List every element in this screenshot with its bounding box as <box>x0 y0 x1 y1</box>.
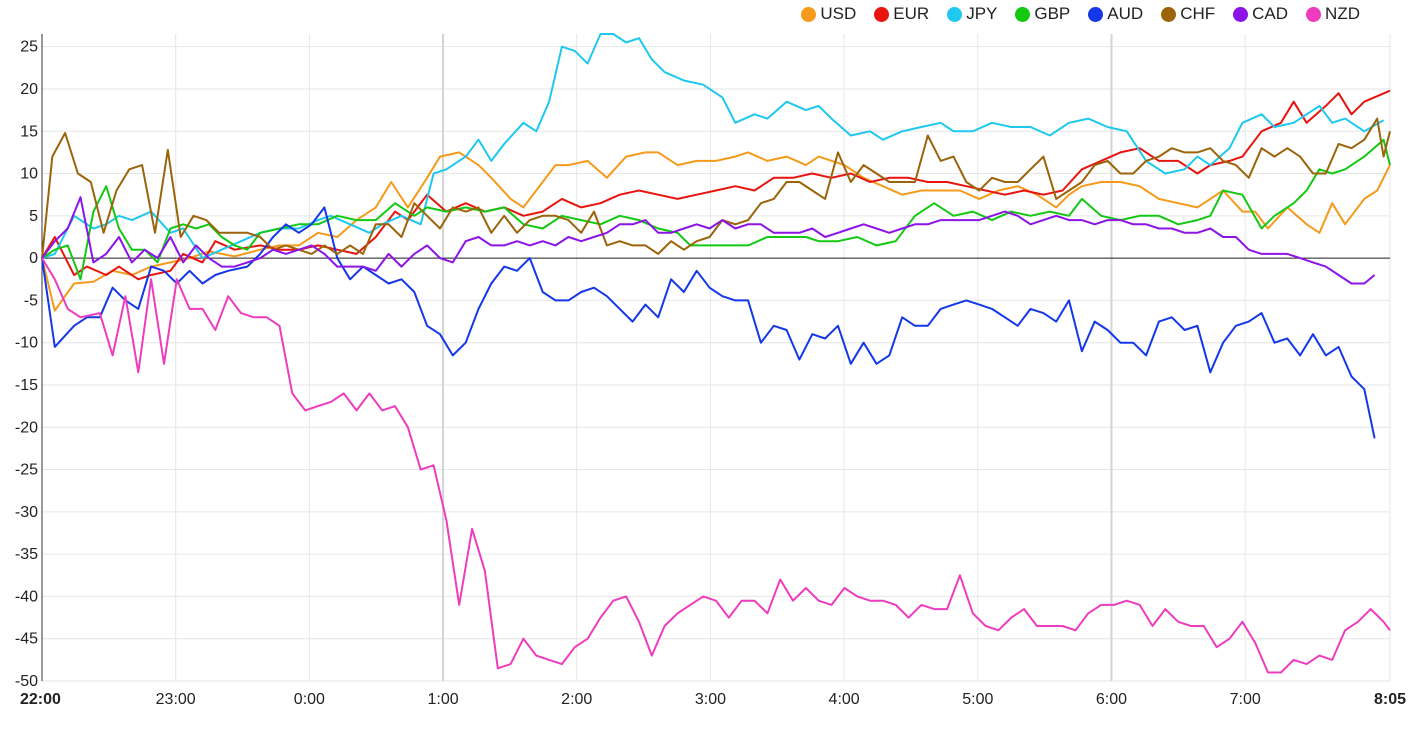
legend-label: EUR <box>893 4 930 23</box>
legend: USD EUR JPY GBP AUD CHF CAD NZD <box>801 4 1360 24</box>
y-tick-label: -20 <box>15 419 38 436</box>
series-line-nzd <box>41 257 1391 674</box>
y-tick-label: -35 <box>15 546 38 563</box>
x-tick-label: 0:00 <box>294 691 325 708</box>
series-line-aud <box>41 206 1376 439</box>
y-tick-label: -10 <box>15 335 38 352</box>
legend-item-aud[interactable]: AUD <box>1088 4 1143 24</box>
legend-item-cad[interactable]: CAD <box>1233 4 1288 24</box>
y-tick-label: -25 <box>15 462 38 479</box>
legend-swatch <box>801 6 817 22</box>
legend-label: JPY <box>966 4 998 23</box>
y-tick-label: -5 <box>24 292 38 309</box>
legend-swatch <box>874 6 890 22</box>
x-tick-label: 3:00 <box>695 691 726 708</box>
legend-swatch <box>947 6 963 22</box>
y-tick-label: -45 <box>15 631 38 648</box>
legend-item-chf[interactable]: CHF <box>1161 4 1215 24</box>
legend-label: AUD <box>1107 4 1144 23</box>
legend-item-usd[interactable]: USD <box>801 4 856 24</box>
x-tick-label: 7:00 <box>1230 691 1261 708</box>
legend-swatch <box>1306 6 1322 22</box>
legend-swatch <box>1161 6 1177 22</box>
y-tick-label: 10 <box>20 166 38 183</box>
legend-label: CAD <box>1252 4 1289 23</box>
series-line-cad <box>41 196 1376 285</box>
y-tick-label: 20 <box>20 81 38 98</box>
y-tick-label: 5 <box>29 208 38 225</box>
x-tick-label: 1:00 <box>427 691 458 708</box>
series-line-usd <box>41 151 1391 312</box>
legend-item-gbp[interactable]: GBP <box>1015 4 1070 24</box>
y-tick-label: 15 <box>20 123 38 140</box>
y-tick-label: -15 <box>15 377 38 394</box>
legend-label: CHF <box>1180 4 1216 23</box>
x-tick-label: 2:00 <box>561 691 592 708</box>
y-tick-label: -40 <box>15 588 38 605</box>
legend-label: GBP <box>1034 4 1071 23</box>
x-tick-label: 6:00 <box>1096 691 1127 708</box>
y-tick-label: -50 <box>15 673 38 690</box>
y-tick-label: 25 <box>20 39 38 56</box>
y-tick-label: -30 <box>15 504 38 521</box>
legend-item-jpy[interactable]: JPY <box>947 4 997 24</box>
legend-swatch <box>1233 6 1249 22</box>
legend-label: USD <box>820 4 857 23</box>
x-tick-label: 5:00 <box>962 691 993 708</box>
legend-item-nzd[interactable]: NZD <box>1306 4 1360 24</box>
y-tick-label: 0 <box>29 250 38 267</box>
legend-item-eur[interactable]: EUR <box>874 4 929 24</box>
legend-label: NZD <box>1325 4 1360 23</box>
x-tick-label: 4:00 <box>829 691 860 708</box>
series-line-eur <box>41 89 1391 281</box>
x-tick-label: 22:00 <box>20 691 61 708</box>
series-line-jpy <box>41 33 1385 260</box>
x-tick-label: 8:05 <box>1374 691 1406 708</box>
legend-swatch <box>1088 6 1104 22</box>
x-tick-label: 23:00 <box>156 691 196 708</box>
series-line-chf <box>41 117 1391 259</box>
legend-swatch <box>1015 6 1031 22</box>
